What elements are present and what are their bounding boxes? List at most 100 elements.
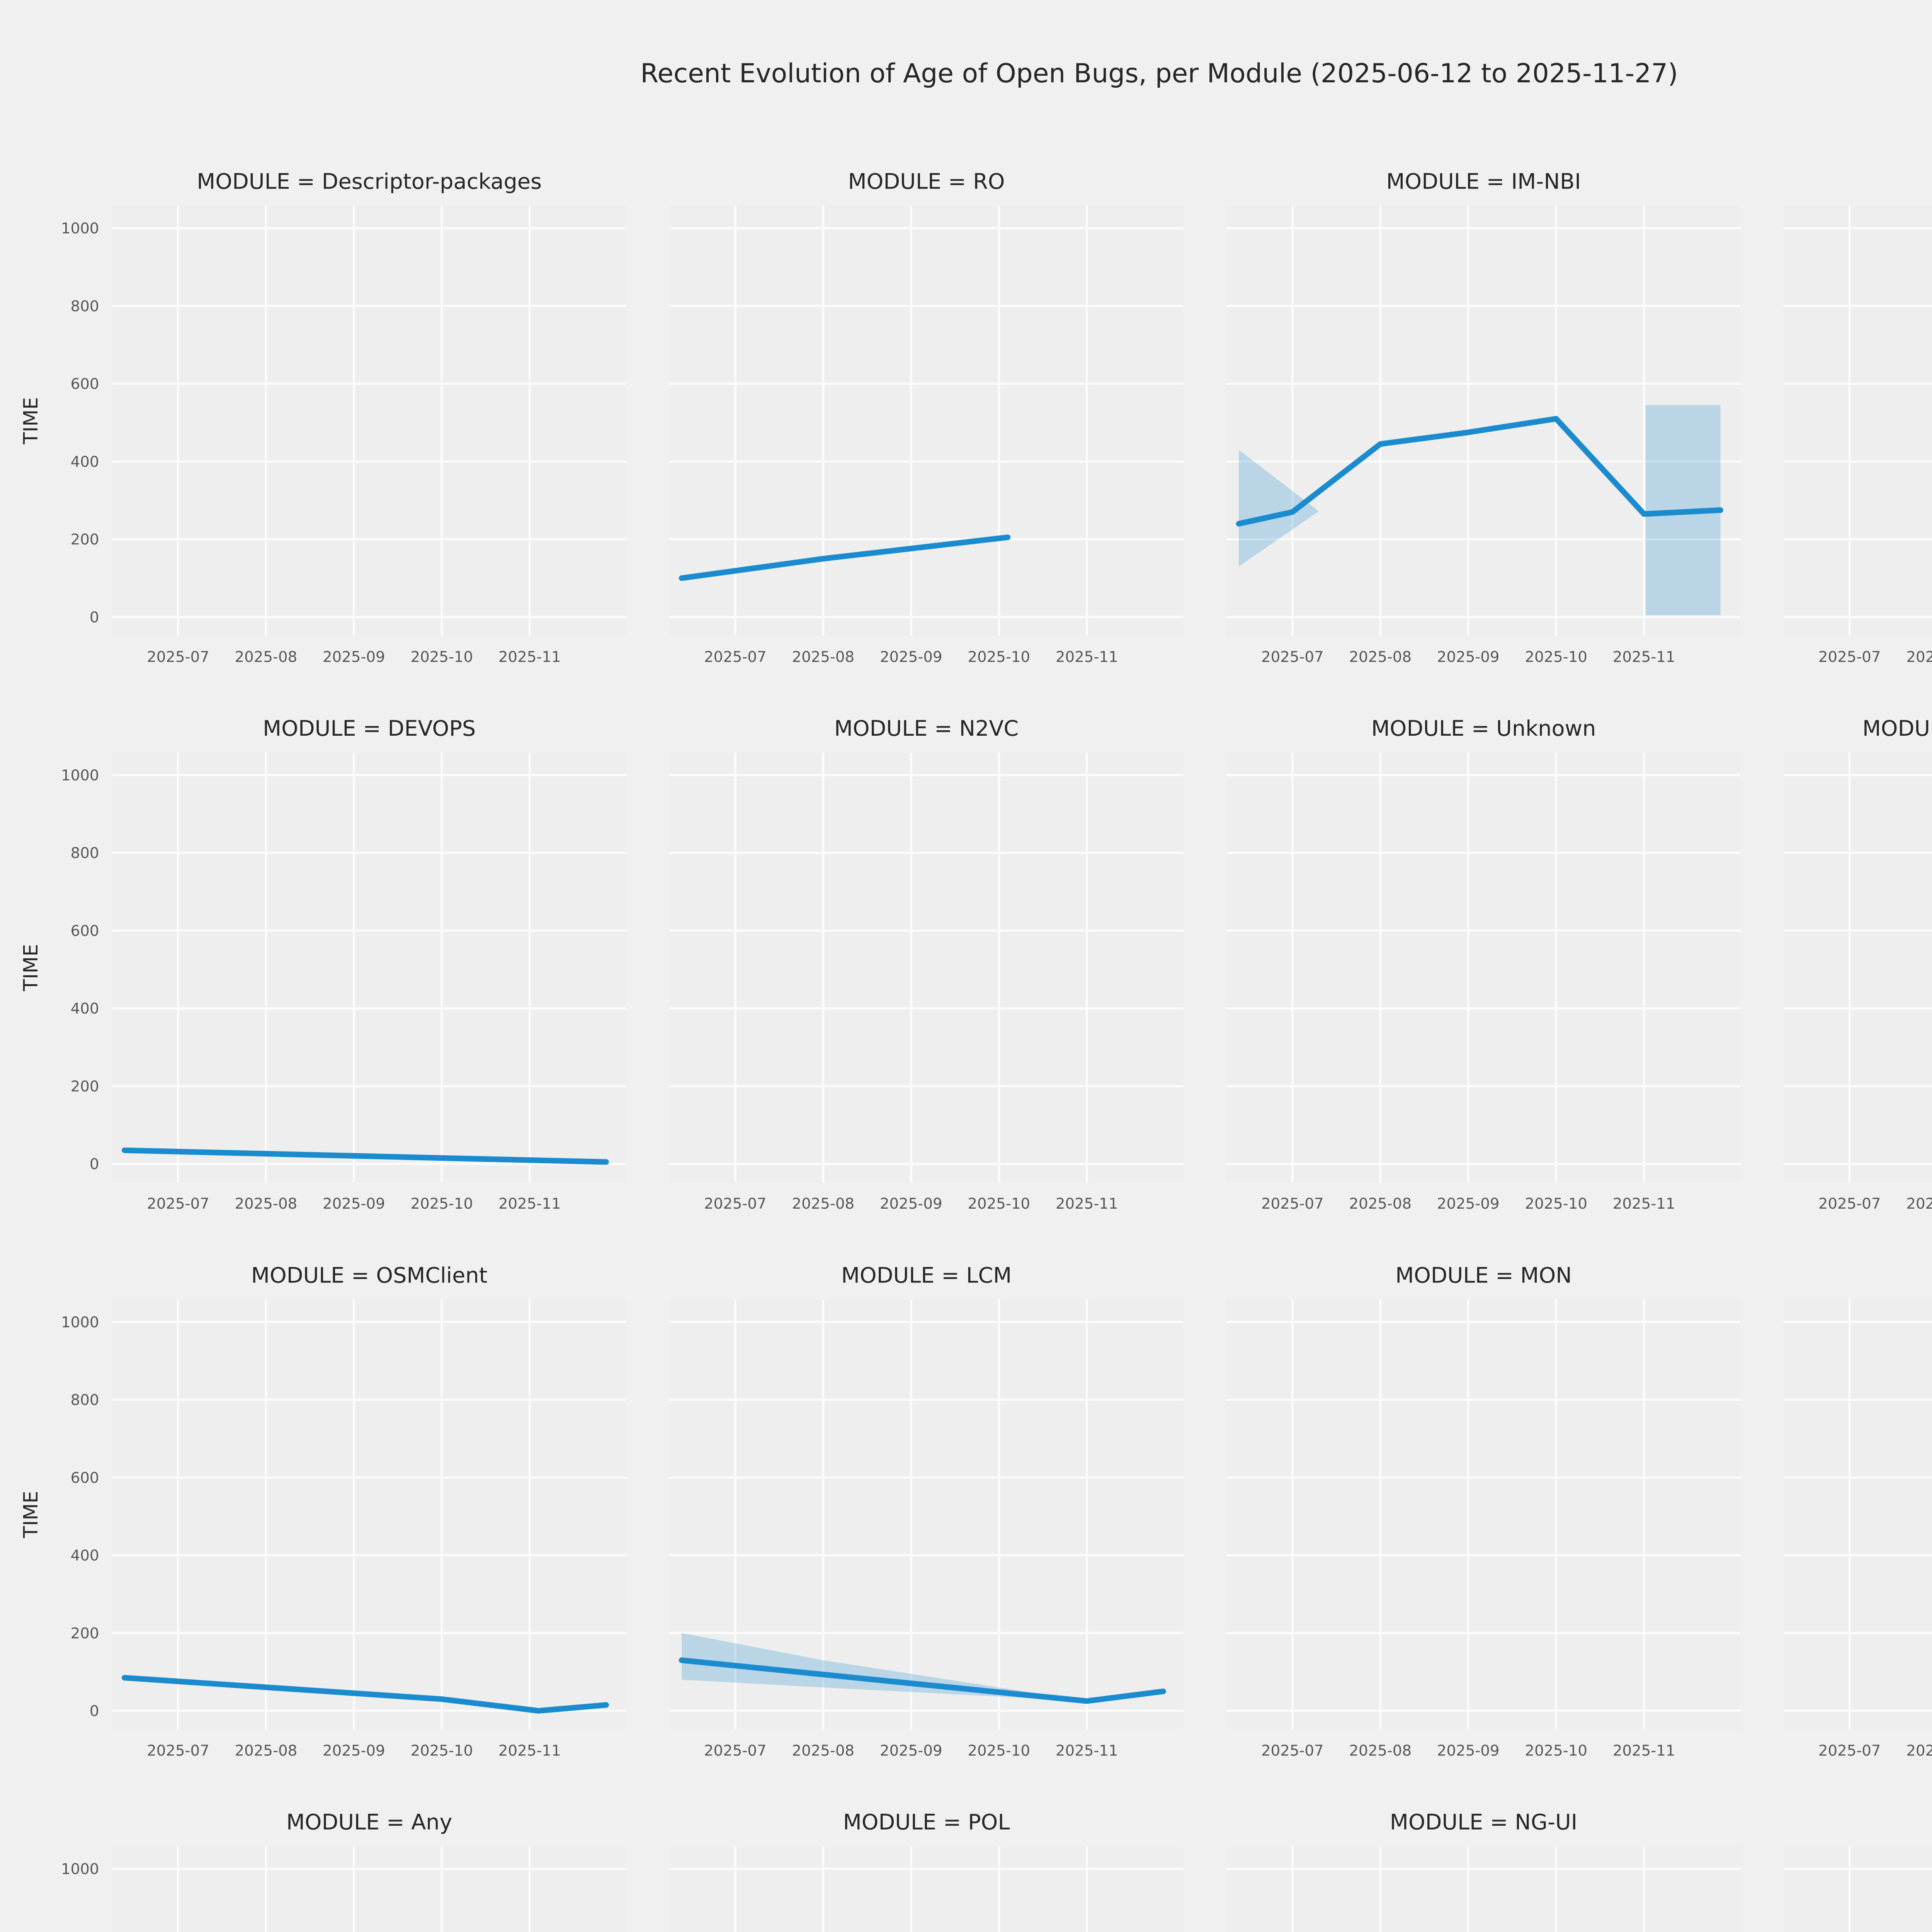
y-tick-label: 1000 xyxy=(61,767,99,784)
confidence-band xyxy=(682,1633,1087,1701)
facet-panel-common: MODULE = common2025-072025-082025-092025… xyxy=(1784,1263,1932,1760)
facet-title: MODULE = NG-UI xyxy=(1390,1810,1577,1835)
facet-panel-pol: MODULE = POL2025-072025-082025-092025-10… xyxy=(669,1810,1184,1932)
x-tick-label: 2025-10 xyxy=(410,648,473,666)
facet-panel-devops: MODULE = DEVOPS 2025-07 2025-08 2025-09 2025… xyxy=(19,716,626,1213)
x-tick-label: 2025-07 xyxy=(1261,648,1324,666)
y-axis-label: TIME xyxy=(19,1491,42,1538)
x-tick-label: 2025-08 xyxy=(235,1742,298,1760)
y-tick-label: 400 xyxy=(71,453,99,471)
y-tick-label: 200 xyxy=(71,1625,99,1642)
x-tick-label: 2025-11 xyxy=(498,648,561,666)
y-tick-label: 1000 xyxy=(61,1861,99,1878)
x-tick-label: 2025-08 xyxy=(1906,1195,1932,1213)
x-tick-label: 2025-07 xyxy=(704,648,767,666)
panel-background xyxy=(1226,1299,1741,1730)
y-tick-label: 800 xyxy=(71,298,99,315)
x-tick-label: 2025-09 xyxy=(1437,648,1500,666)
x-tick-label: 2025-08 xyxy=(1349,1742,1412,1760)
facet-title: MODULE = Documentation / Wiki xyxy=(1862,716,1932,741)
facet-panel-documentation-wiki: MODULE = Documentation / Wiki 2025-07 2025… xyxy=(1784,716,1932,1213)
x-tick-label: 2025-10 xyxy=(410,1195,473,1213)
x-tick-label: 2025-10 xyxy=(1525,648,1587,666)
facet-panel-other: MODULE = Other2025-072025-082025-092025-… xyxy=(1784,206,1932,666)
y-tick-label: 1000 xyxy=(61,220,99,237)
facet-title: MODULE = POL xyxy=(843,1810,1010,1835)
y-tick-label: 800 xyxy=(71,845,99,862)
y-tick-label: 400 xyxy=(71,1547,99,1565)
facet-panel-osmclient: MODULE = OSMClient 2025-07 2025-08 2025-09 2… xyxy=(19,1263,626,1760)
x-tick-label: 2025-11 xyxy=(1056,648,1118,666)
x-tick-label: 2025-09 xyxy=(323,1195,385,1213)
panel-background xyxy=(669,206,1184,636)
panel-background xyxy=(669,1299,1184,1730)
x-tick-label: 2025-10 xyxy=(410,1742,473,1760)
x-tick-label: 2025-07 xyxy=(704,1742,767,1760)
panel-background xyxy=(669,752,1184,1183)
facet-panel-unknown: MODULE = Unknown 2025-07 2025-08 2025-09 202… xyxy=(1226,716,1741,1213)
facet-title: MODULE = Unknown xyxy=(1371,716,1596,741)
x-tick-label: 2025-07 xyxy=(1818,648,1881,666)
y-tick-label: 0 xyxy=(90,609,99,626)
x-tick-label: 2025-08 xyxy=(792,648,854,666)
panel-background xyxy=(1784,752,1932,1183)
facet-title: MODULE = MON xyxy=(1395,1263,1572,1288)
y-tick-label: 800 xyxy=(71,1391,99,1409)
x-tick-label: 2025-07 xyxy=(147,648,209,666)
facet-panel-lcm: MODULE = LCM 2025-07 2025-08 2025-09 2025-10… xyxy=(669,1263,1184,1760)
y-tick-label: 600 xyxy=(71,1469,99,1486)
x-tick-label: 2025-09 xyxy=(880,1195,942,1213)
x-tick-label: 2025-10 xyxy=(1525,1195,1587,1213)
x-tick-label: 2025-09 xyxy=(323,1742,385,1760)
y-tick-label: 600 xyxy=(71,922,99,940)
panel-background xyxy=(112,1846,626,1932)
x-tick-label: 2025-10 xyxy=(968,648,1030,666)
x-tick-label: 2025-11 xyxy=(498,1742,561,1760)
y-tick-label: 0 xyxy=(90,1156,99,1173)
facet-panel-descriptor-packages: MODULE = Descriptor-packages 2025-07 2025-… xyxy=(19,169,626,666)
facet-panel-ng-ui: MODULE = NG-UI2025-072025-082025-092025-… xyxy=(1226,1810,1741,1932)
panel-background xyxy=(112,752,626,1183)
trend-line xyxy=(121,1675,609,1714)
confidence-band xyxy=(1239,450,1319,567)
facet-panel-any: MODULE = Any2025-072025-082025-092025-10… xyxy=(61,1810,626,1932)
x-tick-label: 2025-10 xyxy=(968,1195,1030,1213)
x-tick-label: 2025-08 xyxy=(235,1195,298,1213)
x-tick-label: 2025-07 xyxy=(1818,1742,1881,1760)
x-tick-label: 2025-10 xyxy=(1525,1742,1587,1760)
panel-background xyxy=(1784,1846,1932,1932)
x-tick-label: 2025-07 xyxy=(1818,1195,1881,1213)
y-tick-label: 0 xyxy=(90,1702,99,1720)
x-tick-label: 2025-09 xyxy=(323,648,385,666)
y-tick-label: 200 xyxy=(71,1078,99,1095)
x-tick-label: 2025-09 xyxy=(880,1742,942,1760)
facet-panel-n2vc: MODULE = N2VC 2025-07 2025-08 2025-09 2025-1… xyxy=(669,716,1184,1213)
panel-background xyxy=(112,1299,626,1730)
panel-background xyxy=(1784,1299,1932,1730)
y-tick-label: 200 xyxy=(71,531,99,548)
trend-line xyxy=(679,1657,1166,1704)
x-tick-label: 2025-07 xyxy=(1261,1195,1324,1213)
facet-title: MODULE = DEVOPS xyxy=(263,716,476,741)
trend-line xyxy=(1236,416,1723,527)
y-tick-label: 600 xyxy=(71,376,99,393)
x-tick-label: 2025-11 xyxy=(1613,1195,1675,1213)
x-tick-label: 2025-11 xyxy=(498,1195,561,1213)
x-tick-label: 2025-07 xyxy=(147,1742,209,1760)
facet-title: MODULE = Any xyxy=(286,1810,452,1835)
facet-title: MODULE = IM-NBI xyxy=(1386,169,1581,194)
panel-background xyxy=(669,1846,1184,1932)
x-tick-label: 2025-07 xyxy=(147,1195,209,1213)
panel-background xyxy=(1784,206,1932,636)
panel-background xyxy=(1226,1846,1741,1932)
x-tick-label: 2025-09 xyxy=(1437,1742,1500,1760)
x-tick-label: 2025-08 xyxy=(1906,1742,1932,1760)
panel-background xyxy=(1226,752,1741,1183)
x-tick-label: 2025-08 xyxy=(1349,648,1412,666)
facet-title: MODULE = RO xyxy=(848,169,1005,194)
panel-background xyxy=(1226,206,1741,636)
facet-title: MODULE = N2VC xyxy=(834,716,1019,741)
facet-title: MODULE = LCM xyxy=(841,1263,1012,1288)
x-tick-label: 2025-08 xyxy=(1906,648,1932,666)
